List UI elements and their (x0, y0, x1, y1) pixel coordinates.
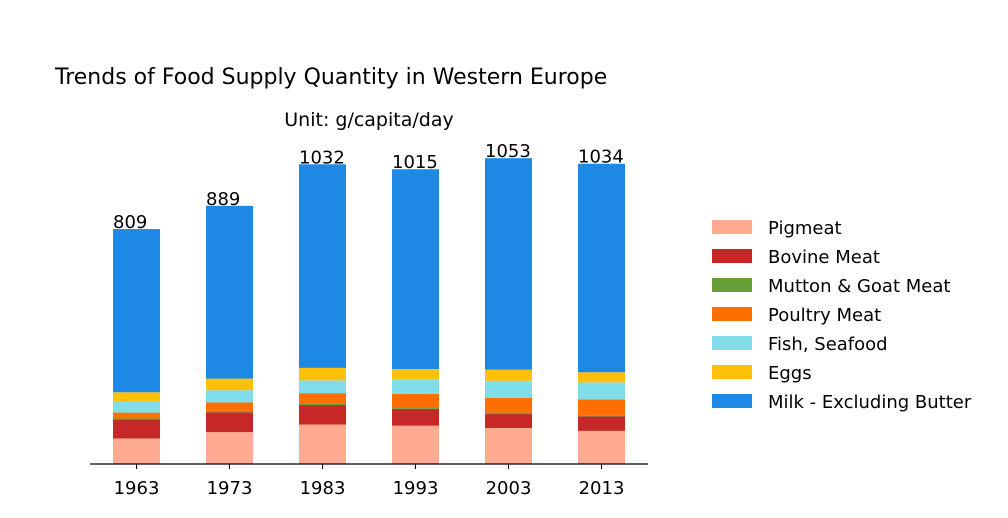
bar-segment-1993-0 (392, 425, 439, 464)
bar-segment-2003-2 (485, 412, 532, 415)
bar-segment-1973-1 (206, 412, 253, 433)
bar-segment-1963-5 (113, 392, 160, 402)
legend-swatch-3 (712, 307, 752, 321)
legend-swatch-0 (712, 220, 752, 234)
bar-segment-1963-3 (113, 412, 160, 419)
bar-segment-1973-2 (206, 410, 253, 413)
bar-segment-2013-4 (578, 382, 625, 400)
total-label-1993: 1015 (392, 152, 438, 173)
bar-segment-2013-6 (578, 163, 625, 373)
legend-swatch-5 (712, 365, 752, 379)
legend-swatch-6 (712, 394, 752, 408)
bar-segment-1973-3 (206, 402, 253, 411)
bar-segment-1963-2 (113, 418, 160, 420)
legend-label-5: Eggs (768, 363, 812, 384)
total-labels-group: 809 889 1032 1015 1053 1034 (113, 141, 624, 233)
x-tick-label-1993: 1993 (393, 478, 439, 499)
total-label-1983: 1032 (299, 147, 345, 168)
bar-segment-1973-4 (206, 390, 253, 403)
chart-subtitle: Unit: g/capita/day (284, 109, 453, 131)
bar-segment-2003-0 (485, 427, 532, 464)
bar-segment-1993-4 (392, 378, 439, 395)
total-label-1963: 809 (113, 212, 147, 233)
bar-segment-2003-4 (485, 380, 532, 398)
x-ticks-group: 1963 1973 1983 1993 2003 2013 (114, 464, 625, 499)
bar-segment-1993-3 (392, 394, 439, 408)
legend: Pigmeat Bovine Meat Mutton & Goat Meat Poul… (712, 218, 972, 413)
bar-segment-1993-2 (392, 407, 439, 409)
bar-segment-1973-5 (206, 378, 253, 391)
legend-label-1: Bovine Meat (768, 247, 880, 268)
bar-segment-1963-6 (113, 229, 160, 393)
total-label-1973: 889 (206, 189, 240, 210)
bar-segment-1983-6 (299, 164, 346, 368)
legend-label-4: Fish, Seafood (768, 334, 888, 355)
total-label-2013: 1034 (578, 147, 624, 168)
bar-segment-1983-2 (299, 403, 346, 406)
x-tick-label-2003: 2003 (486, 478, 532, 499)
legend-label-2: Mutton & Goat Meat (768, 276, 950, 297)
x-tick-label-1963: 1963 (114, 478, 160, 499)
bar-segment-2013-1 (578, 416, 625, 431)
chart-title: Trends of Food Supply Quantity in Wester… (54, 65, 607, 90)
legend-label-0: Pigmeat (768, 218, 842, 239)
bar-segment-2013-5 (578, 372, 625, 383)
x-tick-label-1973: 1973 (207, 478, 253, 499)
bar-segment-1973-0 (206, 432, 253, 464)
bar-segment-1983-0 (299, 424, 346, 464)
bars-group (113, 158, 625, 464)
x-tick-label-2013: 2013 (579, 478, 625, 499)
bar-segment-2013-0 (578, 430, 625, 464)
legend-label-3: Poultry Meat (768, 305, 881, 326)
bar-segment-1993-6 (392, 169, 439, 370)
legend-label-6: Milk - Excluding Butter (768, 392, 972, 413)
total-label-2003: 1053 (485, 141, 531, 162)
legend-swatch-2 (712, 278, 752, 292)
bar-segment-2013-3 (578, 399, 625, 416)
bar-segment-2003-3 (485, 397, 532, 413)
bar-segment-2003-5 (485, 369, 532, 381)
bar-segment-2003-6 (485, 158, 532, 370)
x-tick-label-1983: 1983 (300, 478, 346, 499)
bar-segment-1983-5 (299, 367, 346, 381)
bar-segment-2013-2 (578, 415, 625, 417)
bar-segment-1983-1 (299, 405, 346, 425)
bar-segment-1963-0 (113, 438, 160, 464)
legend-swatch-4 (712, 336, 752, 350)
bar-segment-2003-1 (485, 414, 532, 428)
legend-swatch-1 (712, 249, 752, 263)
bar-segment-1983-3 (299, 393, 346, 404)
bar-segment-1993-5 (392, 369, 439, 379)
bar-segment-1963-1 (113, 419, 160, 439)
bar-segment-1963-4 (113, 401, 160, 413)
bar-segment-1983-4 (299, 380, 346, 394)
bar-segment-1973-6 (206, 205, 253, 379)
bar-segment-1993-1 (392, 408, 439, 426)
